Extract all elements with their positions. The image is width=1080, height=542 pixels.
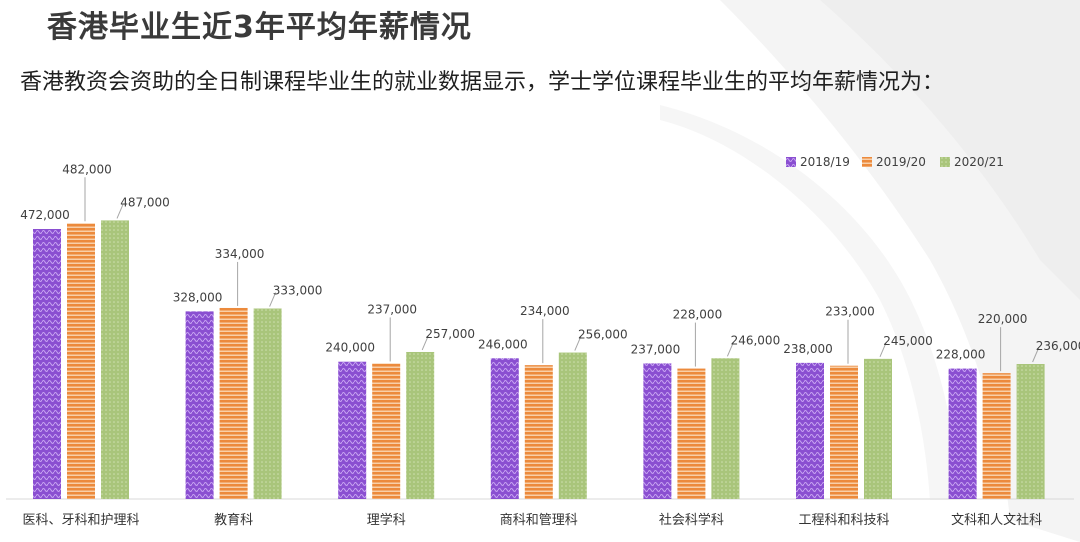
bar-7-2018/19 <box>948 368 977 499</box>
data-label: 237,000 <box>631 342 681 356</box>
leader-line <box>116 204 124 219</box>
data-label: 220,000 <box>978 312 1028 326</box>
legend-label: 2018/19 <box>800 155 850 169</box>
x-tick-label: 教育科 <box>214 512 253 528</box>
bar-5-2019/20 <box>677 368 706 499</box>
data-label: 328,000 <box>173 290 223 304</box>
bar-5-2020/21 <box>711 358 740 499</box>
leader-line <box>421 335 429 351</box>
data-label: 333,000 <box>273 284 323 298</box>
data-label: 482,000 <box>62 162 112 176</box>
page-title: 香港毕业生近3年平均年薪情况 <box>47 10 472 45</box>
legend-swatch-2019/20 <box>862 157 872 167</box>
bar-1-2018/19 <box>33 229 61 499</box>
data-label: 240,000 <box>325 341 375 355</box>
leader-line <box>1032 347 1040 363</box>
bar-7-2020/21 <box>1016 364 1045 499</box>
x-tick-label: 商科和管理科 <box>500 513 578 528</box>
bar-7-2019/20 <box>982 373 1011 499</box>
leader-line <box>879 342 887 358</box>
bar-5-2018/19 <box>643 363 672 499</box>
bar-1-2020/21 <box>101 220 129 499</box>
data-label: 228,000 <box>936 348 986 362</box>
data-label: 236,000 <box>1036 339 1080 353</box>
data-label: 237,000 <box>367 302 417 316</box>
data-label: 245,000 <box>883 334 933 348</box>
data-label: 246,000 <box>731 333 781 347</box>
data-label: 257,000 <box>425 327 475 341</box>
x-tick-label: 医科、牙科和护理科 <box>22 513 139 528</box>
legend-swatch-2018/19 <box>786 157 796 167</box>
bar-6-2019/20 <box>830 365 858 499</box>
page-subtitle: 香港教资会资助的全日制课程毕业生的就业数据显示，学士学位课程毕业生的平均年薪情况… <box>20 70 945 95</box>
leader-line <box>726 342 734 357</box>
bar-1-2019/20 <box>67 223 95 499</box>
bar-4-2019/20 <box>524 365 553 499</box>
bar-6-2020/21 <box>864 358 892 499</box>
leader-line <box>574 336 582 351</box>
bar-3-2018/19 <box>338 361 367 499</box>
bar-3-2019/20 <box>372 363 401 499</box>
data-label: 334,000 <box>215 247 265 261</box>
x-tick-label: 社会科学科 <box>659 512 724 528</box>
leader-line <box>269 292 277 307</box>
bar-3-2020/21 <box>406 351 435 499</box>
bar-4-2020/21 <box>558 352 587 499</box>
bar-4-2018/19 <box>490 358 519 499</box>
data-label: 487,000 <box>120 195 170 209</box>
bar-2-2018/19 <box>185 311 214 499</box>
x-tick-label: 理学科 <box>367 512 406 528</box>
bar-2-2019/20 <box>219 307 248 499</box>
data-label: 228,000 <box>673 308 723 322</box>
data-label: 246,000 <box>478 337 528 351</box>
legend-label: 2020/21 <box>954 155 1004 169</box>
bar-2-2020/21 <box>253 308 282 499</box>
data-label: 233,000 <box>825 305 875 319</box>
legend-label: 2019/20 <box>876 155 926 169</box>
data-label: 238,000 <box>783 342 833 356</box>
x-tick-label: 工程科和科技科 <box>798 513 889 528</box>
x-tick-label: 文科和人文社科 <box>951 512 1042 528</box>
data-label: 234,000 <box>520 304 570 318</box>
data-label: 472,000 <box>20 208 70 222</box>
data-label: 256,000 <box>578 328 628 342</box>
legend-swatch-2020/21 <box>940 157 950 167</box>
bar-6-2018/19 <box>796 362 824 499</box>
